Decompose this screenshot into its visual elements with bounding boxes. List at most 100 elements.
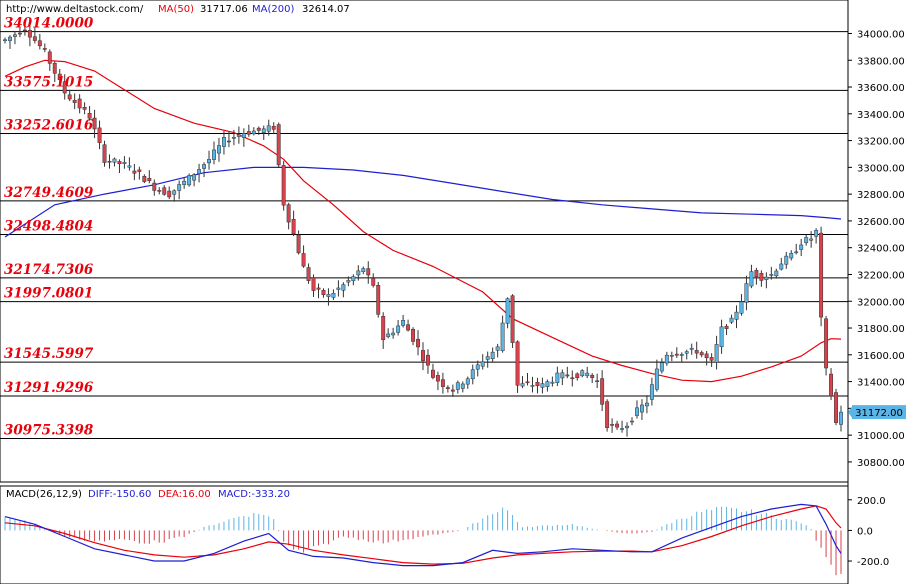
y-tick-label: 33800.00 (857, 56, 905, 67)
macd-axis: 200.0 0.0 -200.0 (848, 496, 889, 568)
candle-up (540, 377, 545, 394)
macd-tick-label: -200.0 (857, 557, 889, 568)
candle-down (316, 283, 321, 299)
candle-down (142, 174, 147, 184)
candle-down (17, 27, 22, 38)
macd-diff: DIFF:-150.60 (88, 489, 151, 500)
candle-up (620, 420, 624, 433)
candle-up (475, 360, 480, 377)
candle-down (615, 420, 620, 430)
candle-down (137, 166, 142, 180)
candle-down (301, 245, 306, 268)
ma50-line (4, 59, 842, 383)
candle-up (769, 266, 774, 280)
candle-up (580, 369, 585, 378)
y-tick-label: 31600.00 (857, 351, 905, 362)
candle-up (505, 297, 510, 329)
candle-up (555, 366, 560, 387)
candle-down (57, 68, 62, 84)
candle-down (311, 274, 316, 297)
candle-up (331, 289, 336, 301)
candle-down (411, 327, 415, 346)
y-tick-label: 32800.00 (857, 190, 905, 201)
candle-down (819, 226, 824, 327)
price-pane: 34014.0000 33575.1015 33252.6016 32749.4609… (0, 0, 849, 483)
y-tick-label: 33600.00 (857, 83, 905, 94)
candle-down (246, 124, 251, 137)
candlestick-series (3, 21, 843, 437)
candle-up (545, 379, 550, 392)
candle-up (231, 129, 236, 146)
y-tick-label: 32400.00 (857, 244, 905, 255)
level-label: 30975.3398 (4, 422, 94, 438)
candle-down (97, 120, 102, 150)
candle-up (719, 319, 724, 354)
y-tick-label: 32200.00 (857, 270, 905, 281)
y-tick-label: 31000.00 (857, 431, 905, 442)
y-tick-label: 33400.00 (857, 110, 905, 121)
y-tick-label: 31400.00 (857, 378, 905, 389)
candle-down (52, 61, 57, 83)
candle-up (804, 234, 809, 246)
candle-up (779, 257, 784, 271)
candle-down (590, 373, 595, 384)
candle-up (744, 275, 749, 311)
price-axis: 34000.00 33800.00 33600.00 33400.00 33200.00… (847, 0, 906, 584)
candle-up (640, 399, 644, 420)
support-resistance-levels (0, 31, 848, 439)
level-label: 34014.0000 (4, 16, 94, 32)
candle-up (679, 352, 684, 362)
candle-up (749, 264, 754, 289)
candle-down (366, 261, 371, 284)
candle-up (127, 157, 132, 171)
y-tick-label: 33200.00 (857, 137, 905, 148)
candle-up (251, 127, 256, 136)
candle-up (177, 180, 182, 200)
candle-up (212, 141, 216, 165)
candle-up (659, 358, 664, 374)
y-tick-label: 34000.00 (857, 29, 905, 40)
candle-up (326, 288, 331, 306)
candle-down (575, 372, 580, 381)
candle-down (376, 281, 381, 318)
candle-down (162, 185, 167, 196)
candle-down (72, 93, 77, 110)
candle-down (306, 263, 311, 284)
candle-up (336, 280, 341, 297)
candle-down (694, 341, 699, 359)
candle-down (27, 21, 32, 47)
candle-up (664, 351, 669, 366)
last-price-marker: 31172.00 (848, 405, 906, 420)
ma50-value: 31717.06 (200, 4, 248, 15)
candle-up (485, 351, 490, 368)
candle-down (515, 340, 520, 393)
macd-macd: MACD:-333.20 (218, 489, 290, 500)
candle-up (356, 265, 361, 281)
y-tick-label: 30800.00 (857, 458, 905, 469)
candle-down (321, 288, 326, 298)
candle-down (22, 24, 27, 36)
candle-up (684, 349, 689, 360)
level-label: 31997.0801 (4, 286, 93, 302)
candle-down (406, 319, 411, 332)
macd-histogram (4, 506, 842, 576)
candle-down (281, 160, 286, 211)
candle-up (814, 228, 819, 244)
macd-tick-label: 0.0 (857, 526, 873, 537)
candle-up (764, 272, 769, 289)
candle-up (187, 173, 192, 187)
macd-dea: DEA:16.00 (158, 489, 211, 500)
candle-down (47, 49, 52, 71)
candle-up (217, 137, 221, 162)
candle-down (834, 388, 838, 426)
candle-up (112, 157, 117, 167)
candle-up (460, 381, 465, 393)
candle-up (649, 377, 654, 406)
candle-up (361, 266, 366, 275)
candle-down (296, 230, 301, 255)
dea-line (4, 505, 842, 565)
candle-up (13, 31, 17, 45)
candle-down (102, 140, 107, 167)
candle-down (674, 347, 679, 358)
